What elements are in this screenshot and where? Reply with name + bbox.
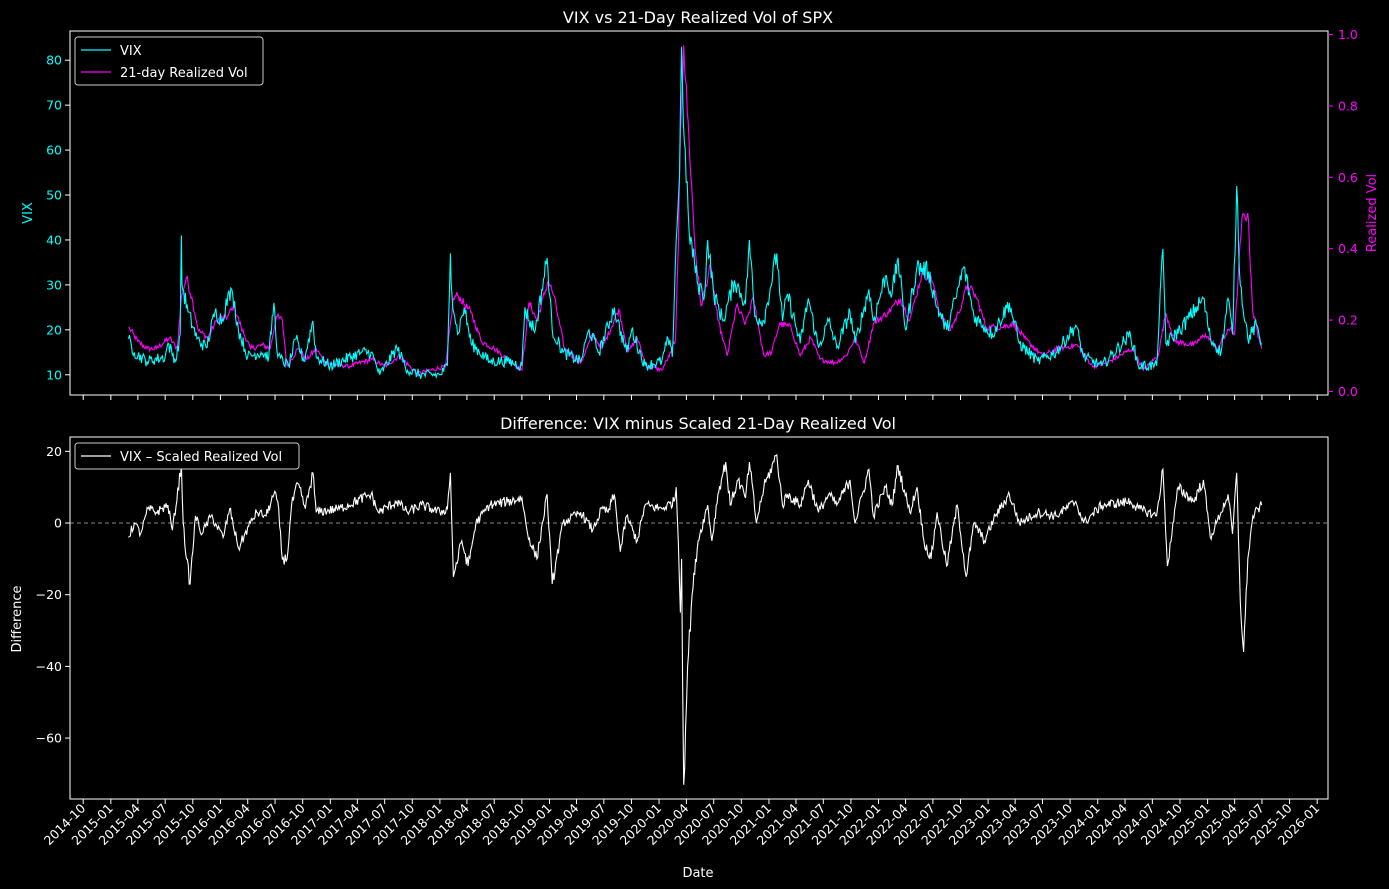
bottom-chart-frame <box>69 436 1329 800</box>
bottom-y-tick-label: −40 <box>36 659 62 674</box>
legend-label-vix: VIX <box>120 44 142 59</box>
bottom-y-tick-label: 0 <box>54 516 62 531</box>
top-y2-tick-label: 0.6 <box>1338 170 1358 185</box>
top-y-tick-label: 50 <box>46 188 62 203</box>
top-y2-tick-label: 0.4 <box>1338 241 1358 256</box>
top-y-tick-label: 60 <box>46 143 62 158</box>
top-y2-axis-label: Realized Vol <box>1365 174 1380 252</box>
top-y2-tick-label: 0.2 <box>1338 313 1358 328</box>
top-y-tick-label: 30 <box>46 277 62 292</box>
top-y-tick-label: 40 <box>46 232 62 247</box>
legend-label-difference: VIX – Scaled Realized Vol <box>120 450 282 465</box>
top-y-tick-label: 20 <box>46 322 62 337</box>
bottom-chart-title: Difference: VIX minus Scaled 21-Day Real… <box>500 414 896 433</box>
top-y-axis-label: VIX <box>21 202 36 224</box>
legend-label-realized-vol: 21-day Realized Vol <box>120 66 248 81</box>
bottom-y-tick-label: 20 <box>46 444 62 459</box>
top-y-tick-label: 10 <box>46 367 62 382</box>
top-chart-frame <box>69 30 1329 396</box>
series-line-vix <box>127 46 1263 380</box>
bottom-legend: VIX – Scaled Realized Vol <box>74 442 300 470</box>
top-y2-tick-label: 0.8 <box>1338 98 1358 113</box>
bottom-legend-box <box>74 442 300 470</box>
top-legend-box <box>74 36 264 86</box>
bottom-y-tick-label: −20 <box>36 587 62 602</box>
bottom-y-axis-label: Difference <box>10 585 25 652</box>
top-y-tick-label: 70 <box>46 98 62 113</box>
bottom-x-axis-label: Date <box>682 866 713 881</box>
top-y2-tick-label: 0.0 <box>1338 384 1358 399</box>
top-legend: VIX 21-day Realized Vol <box>74 36 264 86</box>
series-line-realized-vol <box>128 45 1263 377</box>
top-y-tick-label: 80 <box>46 53 62 68</box>
bottom-y-tick-label: −60 <box>36 731 62 746</box>
top-chart-title: VIX vs 21-Day Realized Vol of SPX <box>563 8 833 27</box>
top-y2-tick-label: 1.0 <box>1338 27 1358 42</box>
top-chart-panel: VIX vs 21-Day Realized Vol of SPX 10 20 30… <box>21 8 1380 400</box>
series-line-difference <box>128 453 1263 785</box>
